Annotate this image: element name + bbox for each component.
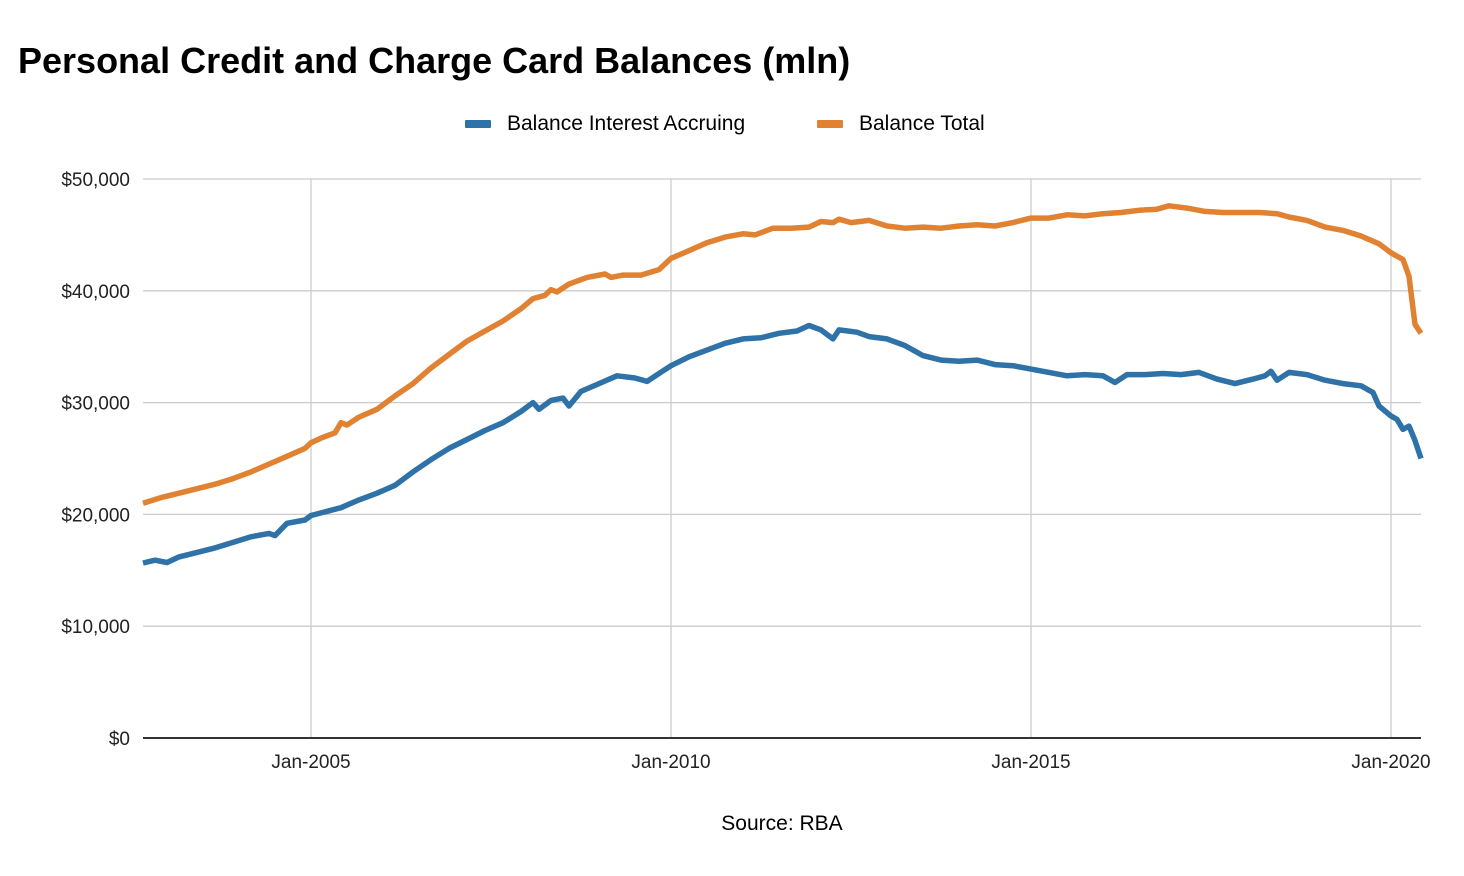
legend: Balance Interest Accruing Balance Total [0,112,1464,138]
x-tick-label: Jan-2020 [1351,752,1430,773]
x-tick-label: Jan-2015 [991,752,1070,773]
y-axis-labels: $0 $10,000 $20,000 $30,000 $40,000 $50,000 [61,170,130,750]
x-tick-label: Jan-2005 [271,752,350,773]
legend-label: Balance Interest Accruing [507,112,746,135]
legend-item-interest-accruing[interactable]: Balance Interest Accruing [465,112,745,136]
series-lines [142,203,1424,566]
legend-item-balance-total[interactable]: Balance Total [817,112,985,136]
legend-swatch-interest-accruing [465,120,491,128]
gridlines [143,178,1421,738]
x-axis-labels: Jan-2005 Jan-2010 Jan-2015 Jan-2020 [271,752,1430,773]
y-tick-label: $0 [109,729,130,750]
legend-swatch-balance-total [817,120,843,128]
chart-title: Personal Credit and Charge Card Balances… [18,40,851,81]
y-tick-label: $40,000 [61,282,130,303]
y-tick-label: $30,000 [61,394,130,415]
source-label: Source: RBA [721,812,842,835]
x-tick-label: Jan-2010 [631,752,710,773]
y-tick-label: $10,000 [61,617,130,638]
series-line-balance-interest-accruing[interactable] [142,322,1424,566]
series-line-balance-total[interactable] [142,203,1424,506]
y-tick-label: $50,000 [61,170,130,191]
legend-label: Balance Total [859,112,985,135]
y-tick-label: $20,000 [61,505,130,526]
